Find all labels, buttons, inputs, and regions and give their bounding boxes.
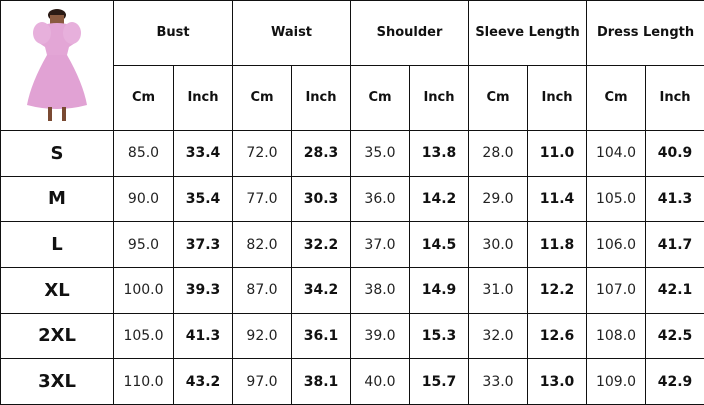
cm-value: 100.0 <box>113 266 174 314</box>
cm-value: 105.0 <box>586 175 647 223</box>
inch-value: 13.0 <box>527 358 588 405</box>
pink-dress-image <box>27 9 87 122</box>
table-row: XL 100.0 39.3 87.0 34.2 38.0 14.9 31.0 12.2 107.0… <box>0 266 704 314</box>
cm-value: 37.0 <box>350 221 410 268</box>
cm-value: 38.0 <box>350 266 410 314</box>
unit-header-inch: Inch <box>408 64 470 131</box>
cm-value: 85.0 <box>113 129 174 177</box>
unit-header-inch: Inch <box>291 64 351 131</box>
cm-value: 29.0 <box>468 175 529 223</box>
size-label: L <box>0 221 114 268</box>
inch-value: 30.3 <box>291 175 351 223</box>
inch-value: 35.4 <box>173 175 233 223</box>
inch-value: 32.2 <box>291 221 351 268</box>
inch-value: 41.3 <box>645 175 704 223</box>
inch-value: 15.7 <box>408 358 470 405</box>
cm-value: 40.0 <box>350 358 410 405</box>
cm-value: 108.0 <box>586 312 647 360</box>
cm-value: 92.0 <box>232 312 292 360</box>
size-label: 2XL <box>0 312 114 360</box>
inch-value: 42.1 <box>645 266 704 314</box>
inch-value: 36.1 <box>291 312 351 360</box>
unit-header-cm: Cm <box>232 64 292 131</box>
inch-value: 42.9 <box>645 358 704 405</box>
cm-value: 97.0 <box>232 358 292 405</box>
cm-value: 35.0 <box>350 129 410 177</box>
table-row: M 90.0 35.4 77.0 30.3 36.0 14.2 29.0 11.4 105.0 41… <box>0 175 704 223</box>
cm-value: 104.0 <box>586 129 647 177</box>
unit-header-cm: Cm <box>113 64 174 131</box>
table-row: S 85.0 33.4 72.0 28.3 35.0 13.8 28.0 11.0 104.0 40… <box>0 129 704 177</box>
cm-value: 109.0 <box>586 358 647 405</box>
inch-value: 11.8 <box>527 221 588 268</box>
inch-value: 28.3 <box>291 129 351 177</box>
size-label: XL <box>0 266 114 314</box>
inch-value: 11.0 <box>527 129 588 177</box>
cm-value: 107.0 <box>586 266 647 314</box>
unit-header-cm: Cm <box>468 64 529 131</box>
table-row: L 95.0 37.3 82.0 32.2 37.0 14.5 30.0 11.8 106.0 41… <box>0 221 704 268</box>
cm-value: 110.0 <box>113 358 174 405</box>
cm-value: 82.0 <box>232 221 292 268</box>
inch-value: 12.2 <box>527 266 588 314</box>
inch-value: 43.2 <box>173 358 233 405</box>
column-header-waist: Waist <box>232 0 351 66</box>
unit-header-inch: Inch <box>173 64 233 131</box>
inch-value: 15.3 <box>408 312 470 360</box>
inch-value: 38.1 <box>291 358 351 405</box>
cm-value: 32.0 <box>468 312 529 360</box>
product-image-cell <box>0 0 114 131</box>
column-header-bust: Bust <box>113 0 233 66</box>
inch-value: 41.7 <box>645 221 704 268</box>
cm-value: 95.0 <box>113 221 174 268</box>
inch-value: 33.4 <box>173 129 233 177</box>
cm-value: 72.0 <box>232 129 292 177</box>
cm-value: 31.0 <box>468 266 529 314</box>
unit-header-cm: Cm <box>586 64 647 131</box>
column-header-sleeve-length: Sleeve Length <box>468 0 588 66</box>
column-header-shoulder: Shoulder <box>349 0 470 66</box>
column-header-dress-length: Dress Length <box>586 0 704 66</box>
unit-header-inch: Inch <box>645 64 704 131</box>
inch-value: 13.8 <box>408 129 470 177</box>
cm-value: 77.0 <box>232 175 292 223</box>
inch-value: 14.2 <box>408 175 470 223</box>
cm-value: 30.0 <box>468 221 529 268</box>
size-label: M <box>0 175 114 223</box>
inch-value: 41.3 <box>173 312 233 360</box>
cm-value: 90.0 <box>113 175 174 223</box>
cm-value: 36.0 <box>350 175 410 223</box>
inch-value: 14.9 <box>408 266 470 314</box>
table-row: 3XL 110.0 43.2 97.0 38.1 40.0 15.7 33.0 13.0 109.… <box>0 358 704 405</box>
cm-value: 87.0 <box>232 266 292 314</box>
inch-value: 12.6 <box>527 312 588 360</box>
cm-value: 105.0 <box>113 312 174 360</box>
inch-value: 42.5 <box>645 312 704 360</box>
cm-value: 39.0 <box>350 312 410 360</box>
cm-value: 33.0 <box>468 358 529 405</box>
inch-value: 34.2 <box>291 266 351 314</box>
size-label: 3XL <box>0 358 114 405</box>
unit-header-inch: Inch <box>527 64 588 131</box>
cm-value: 28.0 <box>468 129 529 177</box>
table-row: 2XL 105.0 41.3 92.0 36.1 39.0 15.3 32.0 12.6 108.… <box>0 312 704 360</box>
unit-header-cm: Cm <box>350 64 410 131</box>
size-label: S <box>0 129 114 177</box>
inch-value: 40.9 <box>645 129 704 177</box>
inch-value: 37.3 <box>173 221 233 268</box>
inch-value: 39.3 <box>173 266 233 314</box>
cm-value: 106.0 <box>586 221 647 268</box>
inch-value: 11.4 <box>527 175 588 223</box>
inch-value: 14.5 <box>408 221 470 268</box>
